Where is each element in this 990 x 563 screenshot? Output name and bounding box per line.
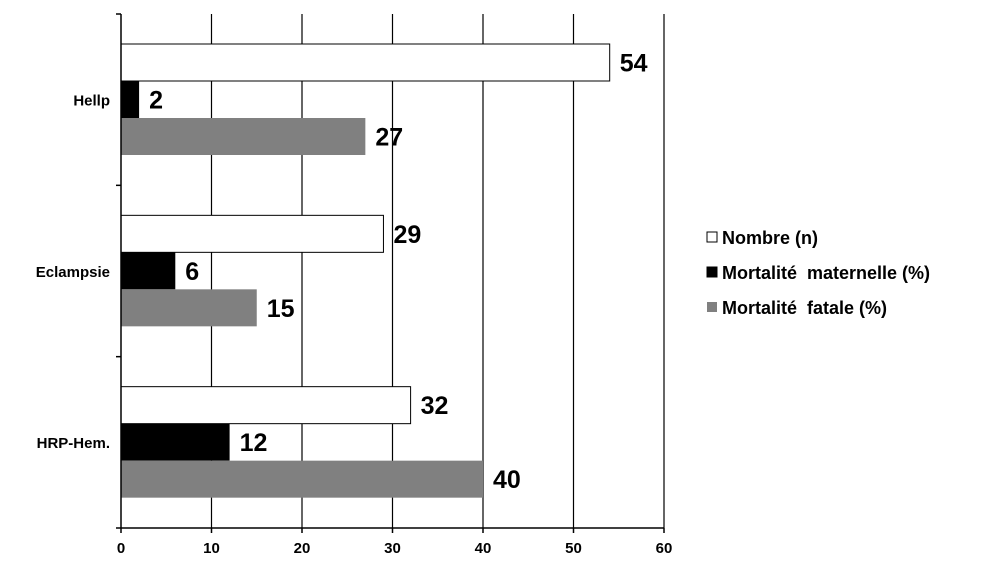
bar-hellp-mortalit-fatale [121, 118, 366, 155]
bars [120, 43, 611, 498]
data-label-eclampsie-nombre-n: 29 [393, 221, 421, 249]
x-tick-label-60: 60 [656, 540, 673, 557]
data-label-hellp-mortalit-fatale: 27 [375, 124, 403, 152]
legend-label-mortalite-maternelle: Mortalité maternelle (%) [722, 263, 930, 283]
category-label-0: Hellp [73, 93, 110, 110]
data-label-hellp-nombre-n: 54 [620, 50, 648, 78]
category-label-1: Eclampsie [36, 264, 110, 281]
grid-lines [210, 14, 665, 528]
data-label-hrp-hem-nombre-n: 32 [421, 392, 449, 420]
legend-swatch-nombre [706, 231, 718, 243]
legend: Nombre (n) Mortalité maternelle (%) Mort… [706, 228, 930, 318]
x-tick-label-0: 0 [117, 540, 125, 557]
bar-hellp-mortalit-maternelle [121, 81, 140, 118]
legend-item-mortalite-maternelle: Mortalité maternelle (%) [706, 263, 930, 283]
legend-swatch-mortalite-fatale [707, 302, 717, 312]
bar-eclampsie-mortalit-maternelle [121, 252, 176, 290]
axes [116, 13, 665, 533]
labels: 54 2 27 Hellp 29 6 15 Eclampsie 32 12 40 HRP-Hem. 0 1… [36, 50, 673, 558]
legend-label-nombre: Nombre (n) [722, 228, 818, 248]
x-tick-label-30: 30 [384, 540, 401, 557]
bar-hrp-hem-nombre-n [120, 386, 412, 425]
data-label-hrp-hem-mortalit-maternelle: 12 [240, 429, 268, 457]
data-label-eclampsie-mortalit-maternelle: 6 [185, 258, 199, 286]
legend-item-nombre: Nombre (n) [706, 228, 818, 248]
legend-swatch-mortalite-maternelle [706, 266, 718, 278]
bar-hrp-hem-mortalit-fatale [121, 460, 483, 498]
legend-item-mortalite-fatale: Mortalité fatale (%) [707, 298, 887, 318]
bar-eclampsie-nombre-n [120, 214, 384, 253]
bar-hrp-hem-mortalit-maternelle [121, 423, 230, 461]
data-label-hellp-mortalit-maternelle: 2 [149, 87, 163, 115]
x-tick-label-10: 10 [203, 540, 220, 557]
category-label-2: HRP-Hem. [37, 435, 110, 452]
data-label-hrp-hem-mortalit-fatale: 40 [493, 466, 521, 494]
bar-hellp-nombre-n [120, 43, 611, 82]
x-tick-label-20: 20 [294, 540, 311, 557]
x-tick-label-40: 40 [475, 540, 492, 557]
data-label-eclampsie-mortalit-fatale: 15 [267, 295, 295, 323]
bar-eclampsie-mortalit-fatale [121, 289, 257, 327]
legend-label-mortalite-fatale: Mortalité fatale (%) [722, 298, 887, 318]
x-tick-label-50: 50 [565, 540, 582, 557]
